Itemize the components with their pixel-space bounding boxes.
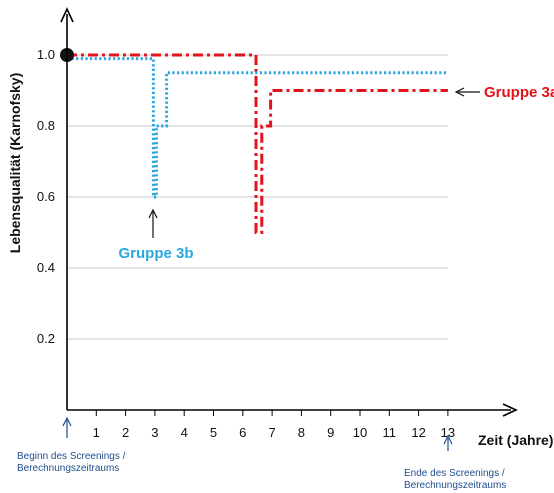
- x-tick-label-2: 3: [151, 425, 158, 440]
- series-line-1: [67, 57, 448, 199]
- x-tick-label-6: 7: [268, 425, 275, 440]
- x-tick-label-3: 4: [181, 425, 188, 440]
- x-tick-label-11: 12: [411, 425, 425, 440]
- start-note-line-1: Berechnungszeitraums: [17, 463, 119, 474]
- x-axis-arrowhead: [502, 403, 518, 417]
- y-tick-label-4: 1.0: [37, 47, 55, 62]
- x-tick-label-5: 6: [239, 425, 246, 440]
- x-tick-label-8: 9: [327, 425, 334, 440]
- x-axis-title: Zeit (Jahre): [478, 432, 553, 448]
- start-note-line-0: Beginn des Screenings /: [17, 451, 126, 462]
- y-axis-arrowhead: [60, 7, 74, 23]
- y-tick-label-3: 0.8: [37, 118, 55, 133]
- end-note-line-1: Berechnungszeitraums: [404, 480, 506, 491]
- annotations: Gruppe 3a Gruppe 3b Beginn des Screenings …: [17, 84, 554, 491]
- x-tick-label-4: 5: [210, 425, 217, 440]
- y-tick-label-2: 0.6: [37, 189, 55, 204]
- y-tick-label-1: 0.4: [37, 260, 55, 275]
- group-3a-label: Gruppe 3a: [484, 84, 554, 101]
- series-layer: [60, 48, 448, 234]
- tick-labels: 1 2 3 4 5 6 7 8 9 10 11 12 130.20.40.60.81.0: [37, 47, 455, 440]
- y-axis-title: Lebensqualität (Karnofsky): [7, 73, 23, 253]
- x-tick-label-0: 1: [93, 425, 100, 440]
- group-3b-arrowhead: [148, 208, 158, 219]
- group-3a-arrowhead: [454, 87, 465, 97]
- x-tick-label-10: 11: [383, 425, 397, 440]
- x-tick-label-1: 2: [122, 425, 129, 440]
- group-3b-label: Gruppe 3b: [118, 245, 193, 262]
- series-line-0: [67, 53, 448, 234]
- x-tick-label-9: 10: [353, 425, 367, 440]
- end-arrow-head: [443, 434, 453, 445]
- y-tick-label-0: 0.2: [37, 331, 55, 346]
- x-tick-label-12: 13: [441, 425, 455, 440]
- axes: [60, 7, 518, 417]
- x-tick-label-7: 8: [298, 425, 305, 440]
- end-note-line-0: Ende des Screenings /: [404, 468, 505, 479]
- start-arrow-head: [62, 416, 72, 427]
